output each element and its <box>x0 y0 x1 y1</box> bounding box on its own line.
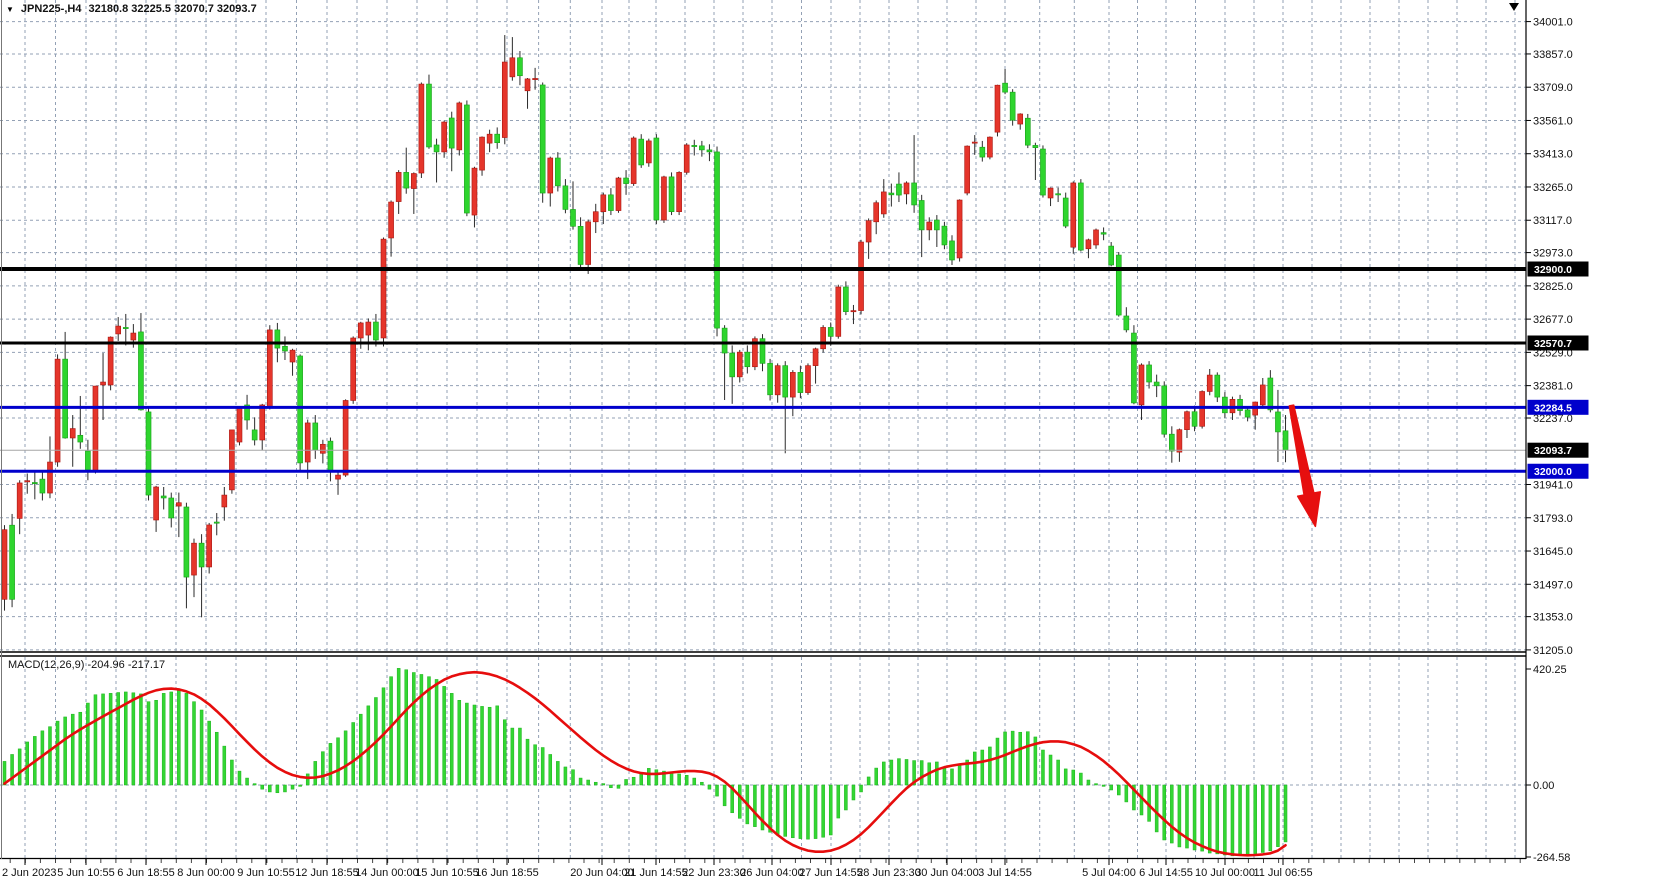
svg-text:33709.0: 33709.0 <box>1533 82 1573 94</box>
sell-arrow-annotation <box>1288 404 1322 528</box>
svg-text:32237.0: 32237.0 <box>1533 413 1573 425</box>
svg-text:5 Jul 04:00: 5 Jul 04:00 <box>1082 867 1136 879</box>
svg-text:33857.0: 33857.0 <box>1533 49 1573 61</box>
svg-text:32825.0: 32825.0 <box>1533 281 1573 293</box>
svg-text:26 Jun 04:00: 26 Jun 04:00 <box>740 867 804 879</box>
svg-text:0.00: 0.00 <box>1533 780 1554 792</box>
svg-text:31645.0: 31645.0 <box>1533 546 1573 558</box>
svg-text:33561.0: 33561.0 <box>1533 115 1573 127</box>
macd-histogram <box>2 668 1288 857</box>
symbol-period-label: JPN225-,H4 <box>20 3 82 15</box>
time-axis[interactable]: 2 Jun 2023 5 Jun 10:55 6 Jun 18:55 8 Jun 00… <box>2 859 1521 879</box>
svg-text:14 Jun 00:00: 14 Jun 00:00 <box>355 867 419 879</box>
svg-text:32000.0: 32000.0 <box>1534 466 1572 478</box>
svg-text:27 Jun 14:55: 27 Jun 14:55 <box>799 867 863 879</box>
candlesticks <box>1 35 1289 618</box>
svg-text:22 Jun 23:30: 22 Jun 23:30 <box>682 867 746 879</box>
svg-text:420.25: 420.25 <box>1533 664 1567 676</box>
svg-text:32284.5: 32284.5 <box>1534 402 1572 414</box>
svg-text:32900.0: 32900.0 <box>1534 264 1572 276</box>
ohlc-quote-label: 32180.8 32225.5 32070.7 32093.7 <box>88 3 257 15</box>
svg-text:32973.0: 32973.0 <box>1533 248 1573 260</box>
svg-text:6 Jul 14:55: 6 Jul 14:55 <box>1139 867 1193 879</box>
svg-text:8 Jun 00:00: 8 Jun 00:00 <box>177 867 235 879</box>
svg-text:31941.0: 31941.0 <box>1533 480 1573 492</box>
svg-text:9 Jun 10:55: 9 Jun 10:55 <box>237 867 295 879</box>
svg-text:10 Jul 00:00: 10 Jul 00:00 <box>1195 867 1255 879</box>
macd-indicator-label: MACD(12,26,9) -204.96 -217.17 <box>8 659 165 671</box>
svg-text:32093.7: 32093.7 <box>1534 445 1572 457</box>
svg-text:15 Jun 10:55: 15 Jun 10:55 <box>415 867 479 879</box>
chart-title: ▼ JPN225-,H4 32180.8 32225.5 32070.7 32093… <box>6 3 257 15</box>
svg-text:31793.0: 31793.0 <box>1533 513 1573 525</box>
svg-text:2 Jun 2023: 2 Jun 2023 <box>2 867 56 879</box>
svg-text:16 Jun 18:55: 16 Jun 18:55 <box>475 867 539 879</box>
chart-end-marker <box>1509 3 1519 11</box>
grid-lines <box>0 0 1526 858</box>
macd-signal-value: -217.17 <box>127 659 166 671</box>
svg-text:32677.0: 32677.0 <box>1533 314 1573 326</box>
svg-text:5 Jun 10:55: 5 Jun 10:55 <box>57 867 115 879</box>
svg-text:11 Jul 06:55: 11 Jul 06:55 <box>1253 867 1312 879</box>
svg-text:20 Jun 04:00: 20 Jun 04:00 <box>570 867 634 879</box>
svg-text:31205.0: 31205.0 <box>1533 645 1573 657</box>
svg-text:33265.0: 33265.0 <box>1533 182 1573 194</box>
macd-main-value: -204.96 <box>87 659 125 671</box>
svg-text:-264.58: -264.58 <box>1533 852 1570 864</box>
support-resistance-lines <box>0 267 1526 473</box>
svg-text:3 Jul 14:55: 3 Jul 14:55 <box>978 867 1032 879</box>
svg-text:28 Jun 23:30: 28 Jun 23:30 <box>857 867 921 879</box>
pane-borders <box>0 0 1527 860</box>
svg-text:32570.7: 32570.7 <box>1534 338 1572 350</box>
svg-text:31353.0: 31353.0 <box>1533 612 1573 624</box>
svg-text:12 Jun 18:55: 12 Jun 18:55 <box>295 867 359 879</box>
svg-text:31497.0: 31497.0 <box>1533 579 1573 591</box>
svg-text:32381.0: 32381.0 <box>1533 381 1573 393</box>
price-axis[interactable]: 34001.0 33857.0 33709.0 33561.0 33413.0 33265… <box>1526 17 1589 864</box>
svg-text:30 Jun 04:00: 30 Jun 04:00 <box>915 867 979 879</box>
svg-text:34001.0: 34001.0 <box>1533 17 1573 29</box>
svg-text:33413.0: 33413.0 <box>1533 149 1573 161</box>
macd-signal-line <box>3 670 1287 857</box>
svg-text:33117.0: 33117.0 <box>1533 215 1572 227</box>
macd-name: MACD(12,26,9) <box>8 659 85 671</box>
svg-text:6 Jun 18:55: 6 Jun 18:55 <box>117 867 175 879</box>
symbol-dropdown-icon[interactable]: ▼ <box>6 4 14 14</box>
svg-text:21 Jun 14:55: 21 Jun 14:55 <box>624 867 688 879</box>
